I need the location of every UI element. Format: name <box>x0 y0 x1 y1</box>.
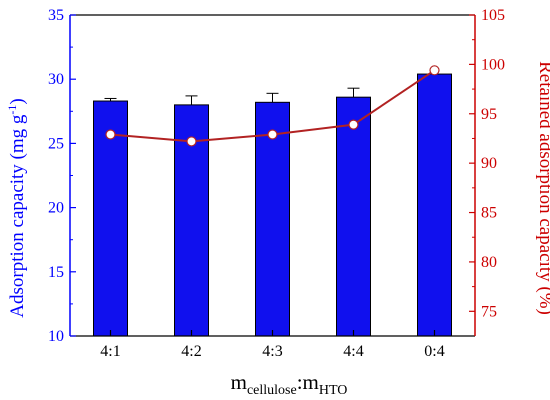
right-tick-label: 100 <box>481 56 505 73</box>
y-axis-left-title: Adsorption capacity (mg g-1) <box>5 98 28 317</box>
bar <box>93 100 128 337</box>
line-point <box>186 136 197 147</box>
line-point <box>429 65 440 76</box>
errorbars-layer <box>104 87 360 105</box>
bar <box>336 96 371 337</box>
line-point <box>105 129 116 140</box>
line-point <box>267 129 278 140</box>
bar <box>417 73 452 337</box>
left-tick-label: 25 <box>48 135 64 152</box>
right-axis-ticks: 75 80 85 90 95 100 105 <box>469 7 505 320</box>
x-tick-label: 4:1 <box>100 343 120 360</box>
x-tick-label: 4:3 <box>262 343 282 360</box>
bars-layer <box>93 73 452 337</box>
line-layer <box>105 65 440 147</box>
x-tick-label: 4:4 <box>343 343 363 360</box>
left-tick-label: 30 <box>48 71 64 88</box>
left-tick-label: 35 <box>48 7 64 24</box>
y-axis-right-title: Retained adsorption capacity (%) <box>535 61 550 315</box>
x-axis-title: mcellulose:mHTO <box>231 370 348 398</box>
right-tick-label: 80 <box>481 254 497 271</box>
left-tick-label: 20 <box>48 200 64 217</box>
line-point <box>348 119 359 130</box>
left-axis-ticks: 10 15 20 25 30 35 <box>48 7 76 345</box>
x-tick-label: 4:2 <box>181 343 201 360</box>
right-tick-label: 75 <box>481 303 497 320</box>
right-tick-label: 105 <box>481 7 505 24</box>
left-tick-label: 10 <box>48 328 64 345</box>
x-axis-ticks: 4:1 4:2 4:3 4:4 0:4 <box>100 330 445 360</box>
left-tick-label: 15 <box>48 264 64 281</box>
right-tick-label: 90 <box>481 155 497 172</box>
right-tick-label: 95 <box>481 106 497 123</box>
right-tick-label: 85 <box>481 205 497 222</box>
x-tick-label: 0:4 <box>424 343 444 360</box>
